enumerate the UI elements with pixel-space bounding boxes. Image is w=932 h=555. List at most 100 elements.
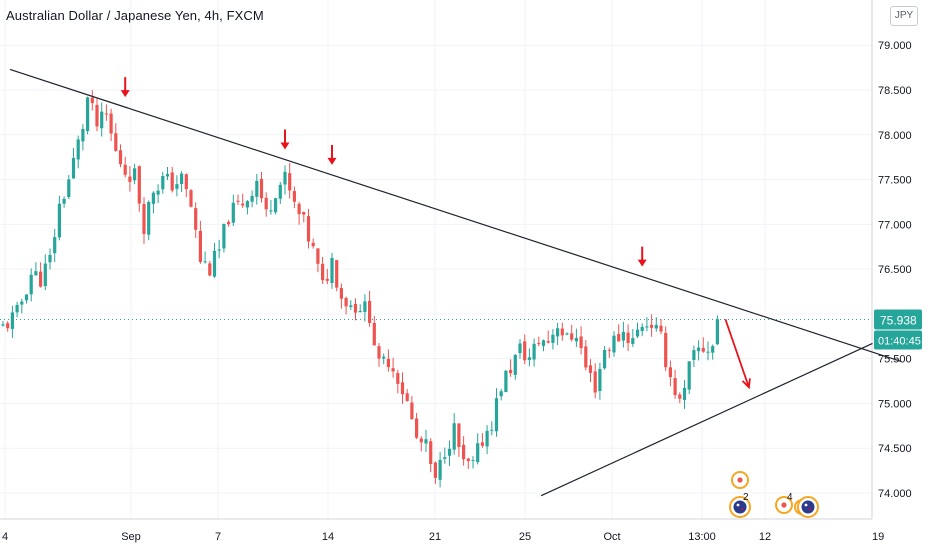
candle-body (527, 357, 531, 360)
candle (363, 294, 367, 322)
candle-body (410, 402, 414, 420)
candle (147, 200, 151, 241)
candle (217, 239, 221, 259)
candle (598, 362, 602, 400)
candle (551, 329, 555, 350)
y-tick-label: 74.000 (878, 488, 912, 500)
trendline-ascending-support[interactable] (540, 342, 873, 497)
candle (565, 332, 569, 336)
candle-body (612, 335, 616, 353)
candle-body (494, 398, 499, 432)
countdown-label: 01:40:45 (878, 335, 921, 347)
flag-marker[interactable] (729, 496, 751, 518)
candle-body (358, 310, 362, 313)
candle-body (523, 341, 527, 361)
candle-body (109, 113, 113, 134)
candle-body (429, 441, 433, 464)
candle (288, 162, 292, 199)
candle (15, 301, 19, 318)
candle-body (142, 204, 146, 234)
candle (20, 298, 24, 314)
candle-body (537, 343, 541, 345)
flag-star (804, 503, 808, 507)
candle-body (621, 331, 625, 341)
candle (278, 181, 282, 204)
currency-button[interactable]: JPY (890, 6, 918, 26)
flag-star (736, 503, 740, 507)
candle-body (264, 197, 268, 210)
candle-body (335, 260, 339, 288)
candle (325, 268, 329, 285)
candle (513, 353, 517, 380)
candle-body (53, 237, 57, 254)
candle-body (701, 347, 705, 352)
event-marker[interactable] (775, 496, 793, 514)
candle-body (377, 346, 381, 359)
candle-body (104, 113, 108, 115)
candle-body (598, 369, 602, 392)
candle-body (574, 337, 578, 342)
candle-body (10, 312, 14, 329)
candle (39, 262, 43, 288)
x-tick-label: 4 (2, 531, 8, 543)
event-marker[interactable] (731, 471, 749, 489)
x-tick-label: 21 (429, 531, 441, 543)
x-tick-label: 14 (322, 531, 334, 543)
candle-body (551, 334, 555, 343)
candle-body (34, 271, 38, 276)
trendlines[interactable] (9, 68, 901, 497)
candle (631, 329, 635, 347)
candle-body (706, 351, 710, 353)
candle-body (654, 324, 658, 329)
candle-body (184, 174, 188, 190)
candle-body (480, 442, 484, 446)
candle-body (151, 192, 155, 204)
arrow-head (637, 259, 647, 267)
candle-body (471, 459, 475, 461)
candle (532, 338, 536, 367)
candle (556, 322, 560, 345)
candle (424, 429, 428, 453)
candle (415, 412, 419, 440)
candle-body (24, 294, 29, 301)
y-tick-label: 79.000 (878, 40, 912, 52)
candle (264, 192, 268, 217)
candle (156, 184, 160, 204)
candle-body (452, 423, 456, 450)
countdown-badge (874, 330, 922, 350)
candle-body (640, 326, 644, 331)
trendline-descending-resistance[interactable] (9, 68, 901, 362)
candle-body (513, 355, 517, 375)
candle-body (570, 333, 574, 340)
candle-body (509, 369, 513, 374)
candle (664, 326, 668, 372)
candle-body (617, 333, 621, 342)
candle-body (518, 343, 522, 354)
candle (659, 319, 663, 335)
candle-body (250, 195, 254, 202)
candle (626, 324, 630, 351)
flag-marker[interactable] (797, 496, 819, 518)
candle-body (635, 329, 640, 337)
candle (349, 300, 353, 311)
candle-body (433, 462, 437, 478)
candle-body (198, 230, 202, 262)
event-count-label: 4 (787, 492, 793, 503)
candle-body (123, 164, 127, 175)
candle (447, 440, 452, 466)
candle-body (278, 184, 282, 199)
candle (518, 339, 522, 359)
candle (100, 102, 104, 137)
candle-body (579, 336, 583, 349)
candle-body (137, 166, 141, 204)
candle-body (161, 175, 165, 190)
candle-body (1, 324, 5, 326)
candle-body (114, 133, 118, 151)
candle (1, 321, 5, 327)
candle (391, 357, 395, 378)
candle (212, 242, 217, 278)
candle-body (386, 358, 390, 368)
candle-body (29, 274, 33, 295)
